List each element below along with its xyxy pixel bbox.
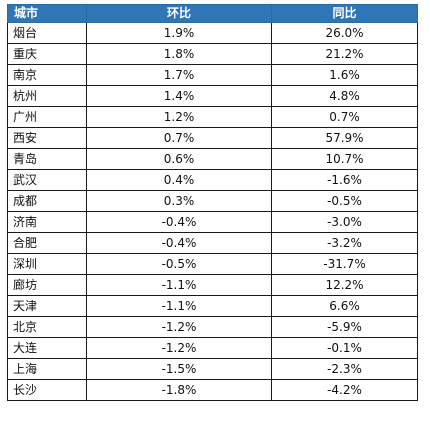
table-row: 烟台 1.9% 26.0% [7, 22, 418, 44]
mom-cell: 1.7% [86, 64, 272, 86]
table-row: 杭州 1.4% 4.8% [7, 85, 418, 107]
yoy-cell: 12.2% [271, 274, 418, 296]
table-row: 上海 -1.5% -2.3% [7, 358, 418, 380]
yoy-cell: -0.1% [271, 337, 418, 359]
city-cell: 烟台 [7, 22, 87, 44]
table-row: 成都 0.3% -0.5% [7, 190, 418, 212]
mom-cell: -0.4% [86, 232, 272, 254]
mom-cell: -1.2% [86, 316, 272, 338]
yoy-cell: -31.7% [271, 253, 418, 275]
table-row: 武汉 0.4% -1.6% [7, 169, 418, 191]
yoy-cell: -1.6% [271, 169, 418, 191]
city-cell: 北京 [7, 316, 87, 338]
mom-cell: 1.9% [86, 22, 272, 44]
table-row: 南京 1.7% 1.6% [7, 64, 418, 86]
table-row: 重庆 1.8% 21.2% [7, 43, 418, 65]
mom-cell: -1.5% [86, 358, 272, 380]
city-cell: 南京 [7, 64, 87, 86]
yoy-cell: 1.6% [271, 64, 418, 86]
column-header-yoy: 同比 [271, 4, 418, 23]
yoy-cell: 10.7% [271, 148, 418, 170]
city-cell: 杭州 [7, 85, 87, 107]
city-cell: 青岛 [7, 148, 87, 170]
table-row: 长沙 -1.8% -4.2% [7, 379, 418, 401]
yoy-cell: -3.2% [271, 232, 418, 254]
yoy-cell: -3.0% [271, 211, 418, 233]
mom-cell: 0.3% [86, 190, 272, 212]
yoy-cell: -4.2% [271, 379, 418, 401]
city-cell: 成都 [7, 190, 87, 212]
city-cell: 西安 [7, 127, 87, 149]
mom-cell: -1.2% [86, 337, 272, 359]
mom-cell: -1.8% [86, 379, 272, 401]
table-row: 合肥 -0.4% -3.2% [7, 232, 418, 254]
yoy-cell: -2.3% [271, 358, 418, 380]
mom-cell: -1.1% [86, 274, 272, 296]
city-price-table: 城市 环比 同比 烟台 1.9% 26.0% 重庆 1.8% 21.2% 南京 1.7% 1.6… [7, 4, 418, 401]
mom-cell: -1.1% [86, 295, 272, 317]
table-body: 烟台 1.9% 26.0% 重庆 1.8% 21.2% 南京 1.7% 1.6% 杭州 1.4% 4.… [7, 22, 418, 401]
city-cell: 武汉 [7, 169, 87, 191]
table-header: 城市 环比 同比 [7, 4, 418, 23]
city-cell: 广州 [7, 106, 87, 128]
mom-cell: -0.4% [86, 211, 272, 233]
table-row: 天津 -1.1% 6.6% [7, 295, 418, 317]
city-cell: 深圳 [7, 253, 87, 275]
table-row: 北京 -1.2% -5.9% [7, 316, 418, 338]
table-row: 大连 -1.2% -0.1% [7, 337, 418, 359]
yoy-cell: 6.6% [271, 295, 418, 317]
yoy-cell: 21.2% [271, 43, 418, 65]
mom-cell: -0.5% [86, 253, 272, 275]
city-price-table-container: 城市 环比 同比 烟台 1.9% 26.0% 重庆 1.8% 21.2% 南京 1.7% 1.6… [7, 4, 418, 401]
yoy-cell: 4.8% [271, 85, 418, 107]
city-cell: 重庆 [7, 43, 87, 65]
city-cell: 廊坊 [7, 274, 87, 296]
mom-cell: 1.4% [86, 85, 272, 107]
yoy-cell: 57.9% [271, 127, 418, 149]
table-row: 廊坊 -1.1% 12.2% [7, 274, 418, 296]
yoy-cell: -0.5% [271, 190, 418, 212]
column-header-city: 城市 [7, 4, 87, 23]
city-cell: 大连 [7, 337, 87, 359]
city-cell: 合肥 [7, 232, 87, 254]
header-row: 城市 环比 同比 [7, 4, 418, 23]
table-row: 济南 -0.4% -3.0% [7, 211, 418, 233]
city-cell: 天津 [7, 295, 87, 317]
table-row: 深圳 -0.5% -31.7% [7, 253, 418, 275]
table-row: 广州 1.2% 0.7% [7, 106, 418, 128]
mom-cell: 0.4% [86, 169, 272, 191]
yoy-cell: 0.7% [271, 106, 418, 128]
mom-cell: 1.8% [86, 43, 272, 65]
table-row: 青岛 0.6% 10.7% [7, 148, 418, 170]
mom-cell: 0.6% [86, 148, 272, 170]
column-header-mom: 环比 [86, 4, 272, 23]
table-row: 西安 0.7% 57.9% [7, 127, 418, 149]
city-cell: 上海 [7, 358, 87, 380]
city-cell: 长沙 [7, 379, 87, 401]
mom-cell: 1.2% [86, 106, 272, 128]
yoy-cell: -5.9% [271, 316, 418, 338]
city-cell: 济南 [7, 211, 87, 233]
mom-cell: 0.7% [86, 127, 272, 149]
yoy-cell: 26.0% [271, 22, 418, 44]
